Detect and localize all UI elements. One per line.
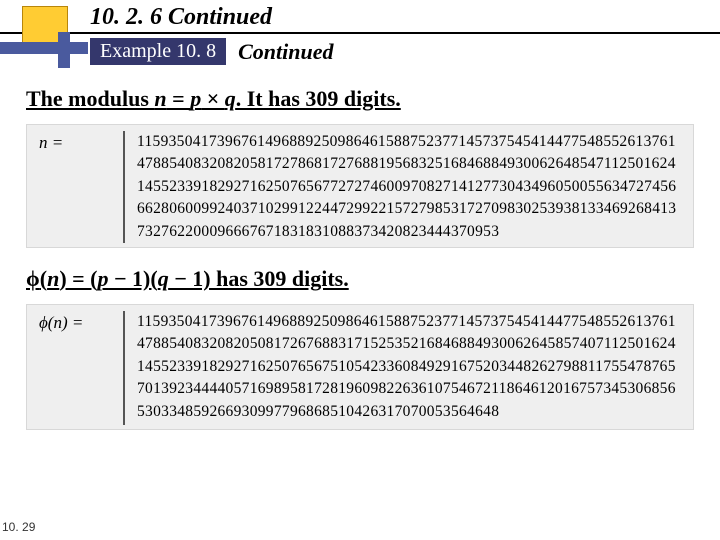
text: − 1) has 309 digits. <box>169 266 349 291</box>
bullet-bar-vertical <box>58 32 70 68</box>
figure-n-divider <box>123 131 125 243</box>
slide-header: 10. 2. 6 Continued Example 10. 8 Continu… <box>0 0 720 70</box>
example-row: Example 10. 8 Continued <box>90 38 333 65</box>
phi-symbol: ϕ <box>26 266 40 291</box>
figure-n-label: n = <box>39 133 63 153</box>
text: ) = ( <box>59 266 97 291</box>
text: − 1)( <box>109 266 158 291</box>
page-number: 10. 29 <box>2 520 35 534</box>
var-p: p <box>190 86 201 111</box>
text: ( <box>40 266 47 291</box>
var-p: p <box>98 266 109 291</box>
figure-n: n = 115935041739676149688925098646158875… <box>26 124 694 248</box>
figure-phi-label: ϕ(n) = <box>39 313 83 333</box>
var-q: q <box>225 86 236 111</box>
section-title: 10. 2. 6 Continued <box>90 4 272 31</box>
text: The modulus <box>26 86 154 111</box>
text: = <box>167 86 191 111</box>
text: × <box>201 86 225 111</box>
var-n: n <box>154 86 166 111</box>
figure-n-digits: 1159350417396761496889250986461588752377… <box>137 131 681 243</box>
statement-modulus: The modulus n = p × q. It has 309 digits… <box>26 86 401 112</box>
example-continued: Continued <box>238 39 333 65</box>
title-underline <box>0 32 720 34</box>
text: . It has 309 digits. <box>236 86 401 111</box>
figure-phi: ϕ(n) = 115935041739676149688925098646158… <box>26 304 694 430</box>
figure-phi-divider <box>123 311 125 425</box>
figure-phi-digits: 1159350417396761496889250986461588752377… <box>137 311 681 423</box>
bullet-bar-horizontal <box>0 42 88 54</box>
var-q: q <box>158 266 169 291</box>
statement-phi: ϕ(n) = (p − 1)(q − 1) has 309 digits. <box>26 266 349 292</box>
var-n: n <box>47 266 59 291</box>
example-label: Example 10. 8 <box>90 38 226 65</box>
